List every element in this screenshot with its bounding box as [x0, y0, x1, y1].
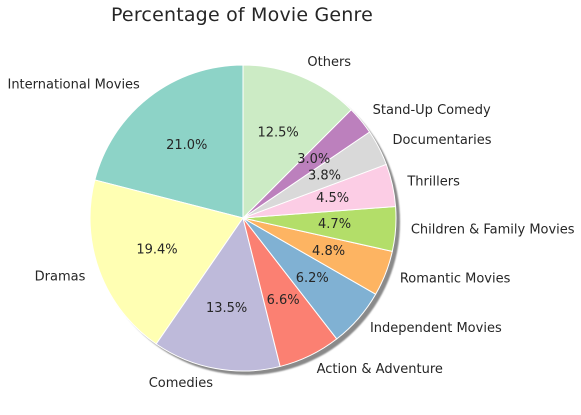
slice-label-thrillers: Thrillers — [406, 174, 460, 189]
slice-label-independent-movies: Independent Movies — [370, 321, 502, 336]
pct-label-action-and-adventure: 6.6% — [267, 293, 300, 308]
percentage-labels: 21.0% 19.4% 13.5% 6.6% 6.2% 4.8% 4.7% 4.5% 3.8%3… — [136, 126, 351, 316]
slice-label-comedies: Comedies — [149, 376, 214, 391]
pct-label-others: 12.5% — [257, 126, 298, 141]
slice-label-stand-up-comedy: Stand-Up Comedy — [373, 103, 491, 118]
slice-label-dramas: Dramas — [35, 269, 86, 284]
pie-slices — [89, 64, 397, 372]
slice-label-others: Others — [307, 55, 351, 70]
pct-label-independent-movies: 6.2% — [296, 271, 329, 286]
pie-slice-dramas — [89, 179, 244, 345]
pie-slice-others — [242, 64, 352, 219]
slice-label-documentaries: Documentaries — [392, 133, 491, 148]
slice-label-international-movies: International Movies — [7, 78, 140, 93]
category-labels: International Movies Dramas Comedies Action… — [7, 55, 574, 391]
slice-label-romantic-movies: Romantic Movies — [400, 271, 511, 286]
pie-slice-comedies — [155, 217, 281, 372]
pct-label-children-and-family-movies: 4.7% — [318, 217, 351, 232]
pct-label-documentaries: 3.8% — [308, 168, 341, 183]
slice-label-action-and-adventure: Action & Adventure — [317, 362, 443, 377]
pct-label-thrillers: 4.5% — [316, 191, 349, 206]
slice-label-children-and-family-movies: Children & Family Movies — [411, 223, 575, 238]
pct-label-international-movies: 21.0% — [166, 138, 207, 153]
pct-label-comedies: 13.5% — [206, 301, 247, 316]
pct-label-romantic-movies: 4.8% — [312, 244, 345, 259]
pie-slice-international-movies — [94, 64, 244, 219]
pct-label-dramas: 19.4% — [136, 243, 177, 258]
pct-label-stand-up-comedy: 3.0% — [297, 152, 330, 167]
chart-title: Percentage of Movie Genre — [110, 4, 374, 26]
